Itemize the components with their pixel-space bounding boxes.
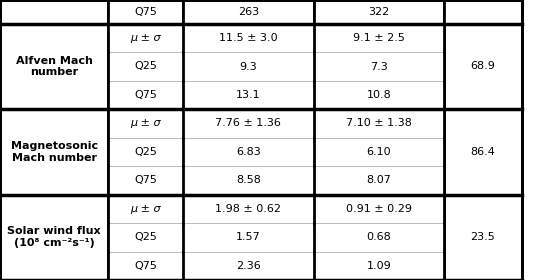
- Bar: [108, 195, 183, 223]
- Bar: [444, 0, 522, 24]
- Text: 2.36: 2.36: [236, 261, 261, 271]
- Bar: [183, 0, 314, 24]
- Text: Solar wind flux
(10⁸ cm⁻²s⁻¹): Solar wind flux (10⁸ cm⁻²s⁻¹): [7, 227, 101, 248]
- Text: Magnetosonic
Mach number: Magnetosonic Mach number: [11, 141, 98, 163]
- Text: μ ± σ: μ ± σ: [130, 204, 161, 214]
- Text: 10.8: 10.8: [366, 90, 391, 100]
- Text: Alfven Mach
number: Alfven Mach number: [16, 56, 93, 77]
- Text: Q25: Q25: [134, 62, 157, 71]
- Bar: [108, 24, 183, 52]
- Bar: [314, 109, 444, 138]
- Text: 6.10: 6.10: [366, 147, 391, 157]
- Text: 6.83: 6.83: [236, 147, 261, 157]
- Bar: [0, 24, 108, 109]
- Bar: [183, 166, 314, 195]
- Text: 8.07: 8.07: [366, 175, 391, 185]
- Bar: [444, 109, 522, 195]
- Text: 1.98 ± 0.62: 1.98 ± 0.62: [215, 204, 281, 214]
- Bar: [108, 52, 183, 81]
- Bar: [183, 24, 314, 52]
- Bar: [314, 52, 444, 81]
- Text: 322: 322: [368, 7, 390, 17]
- Bar: [183, 223, 314, 251]
- Text: 11.5 ± 3.0: 11.5 ± 3.0: [219, 33, 278, 43]
- Bar: [108, 251, 183, 280]
- Text: 1.09: 1.09: [366, 261, 391, 271]
- Bar: [314, 251, 444, 280]
- Text: 0.68: 0.68: [366, 232, 391, 242]
- Text: 0.91 ± 0.29: 0.91 ± 0.29: [346, 204, 412, 214]
- Text: 7.76 ± 1.36: 7.76 ± 1.36: [215, 118, 281, 129]
- Bar: [314, 223, 444, 251]
- Text: Q75: Q75: [134, 175, 157, 185]
- Bar: [108, 81, 183, 109]
- Text: 68.9: 68.9: [471, 62, 495, 71]
- Bar: [0, 195, 108, 280]
- Bar: [314, 166, 444, 195]
- Text: 7.10 ± 1.38: 7.10 ± 1.38: [346, 118, 412, 129]
- Bar: [314, 0, 444, 24]
- Bar: [108, 166, 183, 195]
- Text: 13.1: 13.1: [236, 90, 261, 100]
- Text: 1.57: 1.57: [236, 232, 261, 242]
- Text: 23.5: 23.5: [471, 232, 495, 242]
- Text: Q25: Q25: [134, 232, 157, 242]
- Bar: [108, 109, 183, 138]
- Text: μ ± σ: μ ± σ: [130, 33, 161, 43]
- Bar: [108, 138, 183, 166]
- Bar: [444, 195, 522, 280]
- Text: Q75: Q75: [134, 90, 157, 100]
- Text: Q75: Q75: [134, 7, 157, 17]
- Bar: [0, 0, 108, 24]
- Text: 9.1 ± 2.5: 9.1 ± 2.5: [353, 33, 405, 43]
- Text: Q75: Q75: [134, 261, 157, 271]
- Bar: [183, 52, 314, 81]
- Text: 86.4: 86.4: [471, 147, 495, 157]
- Text: 7.3: 7.3: [370, 62, 387, 71]
- Bar: [0, 109, 108, 195]
- Text: Q25: Q25: [134, 147, 157, 157]
- Text: 263: 263: [238, 7, 259, 17]
- Bar: [108, 223, 183, 251]
- Text: 9.3: 9.3: [240, 62, 257, 71]
- Text: 8.58: 8.58: [236, 175, 261, 185]
- Bar: [444, 24, 522, 109]
- Bar: [183, 138, 314, 166]
- Bar: [314, 195, 444, 223]
- Bar: [183, 109, 314, 138]
- Text: μ ± σ: μ ± σ: [130, 118, 161, 129]
- Bar: [314, 81, 444, 109]
- Bar: [183, 195, 314, 223]
- Bar: [183, 251, 314, 280]
- Bar: [314, 24, 444, 52]
- Bar: [183, 81, 314, 109]
- Bar: [314, 138, 444, 166]
- Bar: [108, 0, 183, 24]
